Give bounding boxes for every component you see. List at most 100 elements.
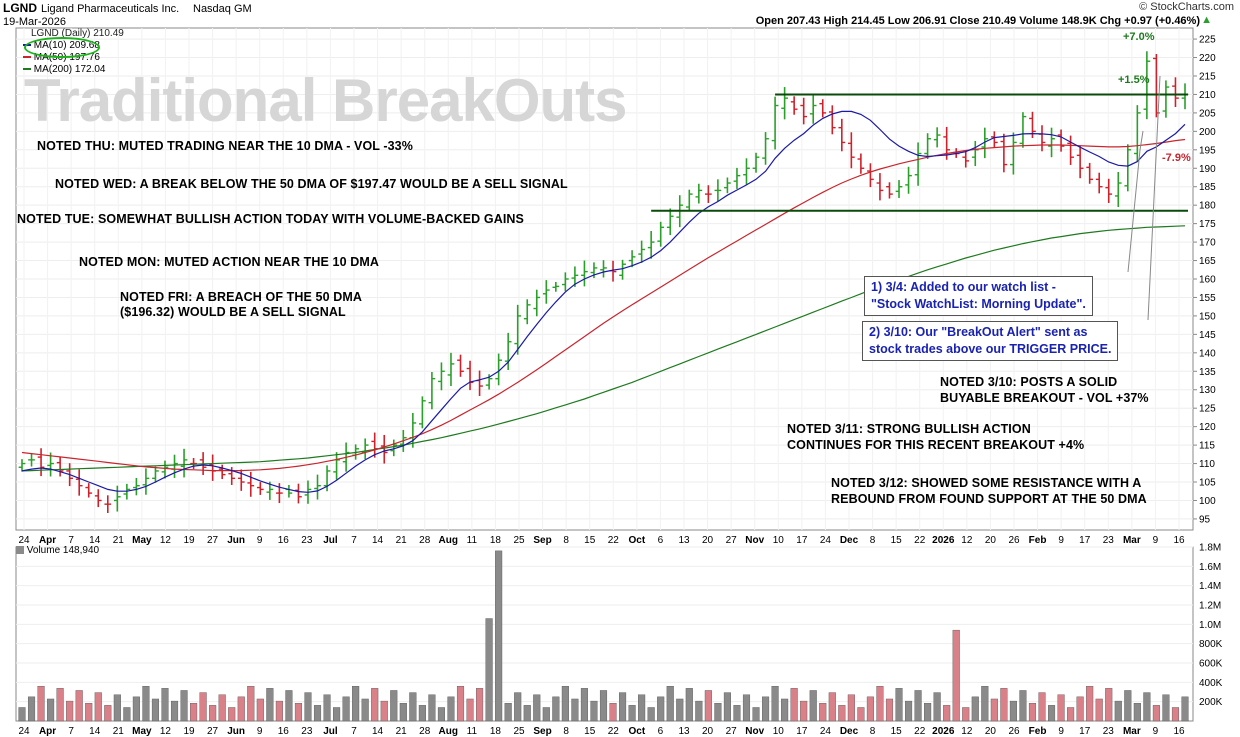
date-tick-label: 10 [773, 535, 785, 546]
volume-bar [962, 707, 970, 722]
date-tick-label: Nov [745, 535, 764, 546]
volume-bar [495, 550, 503, 722]
volume-date-tick-label: 15 [584, 726, 596, 737]
volume-bar [285, 690, 293, 722]
ma10-line [21, 110, 1186, 493]
volume-tick-label: 1.8M [1199, 543, 1221, 554]
ma10-highlight-circle [24, 37, 100, 58]
volume-swatch [16, 546, 24, 555]
volume-bar [390, 690, 398, 722]
volume-date-tick-label: 9 [1058, 726, 1064, 737]
volume-date-tick-label: 20 [702, 726, 714, 737]
volume-bar [361, 698, 369, 722]
date-tick-label: 24 [820, 535, 832, 546]
date-tick-label: 16 [1173, 535, 1185, 546]
volume-bar [418, 705, 426, 722]
volume-bar [1114, 700, 1122, 722]
date-tick-label: 8 [563, 535, 569, 546]
callout-alert-line2: stock trades above our TRIGGER PRICE. [869, 342, 1112, 356]
date-tick-label: 7 [351, 535, 357, 546]
volume-bar [180, 690, 188, 722]
volume-date-tick-label: Apr [39, 726, 56, 737]
volume-bar [1067, 707, 1075, 722]
price-tick-label: 95 [1199, 514, 1211, 525]
price-tick-label: 140 [1199, 348, 1216, 359]
volume-bar [809, 690, 817, 722]
volume-bar [628, 705, 636, 722]
volume-bar [1057, 694, 1065, 722]
volume-date-tick-label: 16 [1173, 726, 1185, 737]
volume-bar [161, 688, 169, 722]
volume-date-tick-label: 17 [796, 726, 808, 737]
date-tick-label: 23 [301, 535, 313, 546]
volume-bar [132, 696, 140, 722]
note-tue: NOTED TUE: SOMEWHAT BULLISH ACTION TODAY… [17, 212, 524, 226]
ma200-line [21, 225, 1186, 472]
volume-bar [209, 705, 217, 722]
volume-date-tick-label: 9 [1153, 726, 1159, 737]
ticker-symbol: LGND [3, 1, 37, 15]
volume-label: Volume 148,940 [16, 545, 99, 556]
note-thu: NOTED THU: MUTED TRADING NEAR THE 10 DMA… [37, 139, 413, 153]
volume-bar [1047, 705, 1056, 722]
date-tick-label: 15 [891, 535, 903, 546]
volume-date-tick-label: 26 [1008, 726, 1020, 737]
volume-bar [924, 703, 932, 722]
date-tick-label: Mar [1123, 535, 1141, 546]
date-tick-label: 9 [1153, 535, 1159, 546]
volume-bar [1171, 707, 1180, 722]
date-tick-label: Dec [840, 535, 859, 546]
price-tick-label: 130 [1199, 385, 1216, 396]
volume-date-tick-label: 17 [1079, 726, 1091, 737]
price-tick-label: 205 [1199, 108, 1216, 119]
volume-bar [733, 705, 741, 722]
volume-bar [599, 690, 608, 722]
volume-bar [781, 698, 789, 722]
price-tick-label: 145 [1199, 330, 1216, 341]
volume-bar [905, 700, 913, 722]
volume-bar [447, 696, 455, 722]
volume-tick-label: 1.2M [1199, 601, 1221, 612]
date-tick-label: Sep [533, 535, 551, 546]
volume-bar [723, 692, 731, 722]
date-tick-label: 8 [870, 535, 876, 546]
volume-bar [399, 703, 407, 722]
note-wed: NOTED WED: A BREAK BELOW THE 50 DMA OF $… [55, 177, 568, 191]
volume-bar [1162, 694, 1170, 722]
volume-bar [466, 698, 474, 722]
volume-bar [847, 694, 855, 722]
legend-price: LGND (Daily) 210.49 [31, 28, 124, 39]
volume-bar [190, 703, 198, 722]
volume-bar [666, 686, 674, 722]
date-tick-label: 15 [584, 535, 596, 546]
volume-date-tick-label: 23 [301, 726, 313, 737]
price-tick-label: 125 [1199, 404, 1216, 415]
volume-bar [571, 698, 579, 722]
date-tick-label: 12 [160, 535, 172, 546]
volume-date-tick-label: 27 [207, 726, 219, 737]
date-tick-label: 6 [658, 535, 664, 546]
volume-date-tick-label: 7 [351, 726, 357, 737]
volume-bar [504, 703, 512, 722]
volume-bar [428, 694, 436, 722]
date-tick-label: 12 [961, 535, 973, 546]
volume-bar [638, 694, 646, 722]
ma200-swatch [23, 68, 31, 71]
volume-date-tick-label: 25 [513, 726, 525, 737]
volume-bar [561, 686, 569, 722]
volume-tick-label: 400K [1199, 678, 1223, 689]
volume-bar [857, 707, 865, 722]
callout-watchlist-line1: 1) 3/4: Added to our watch list - [871, 280, 1056, 294]
volume-bar [142, 686, 150, 722]
volume-bar [333, 707, 341, 722]
volume-bar [485, 618, 493, 722]
date-tick-label: Aug [439, 535, 458, 546]
volume-date-tick-label: May [132, 726, 152, 737]
price-tick-label: 150 [1199, 311, 1216, 322]
volume-date-tick-label: 8 [870, 726, 876, 737]
volume-bar [590, 700, 598, 722]
price-tick-label: 190 [1199, 164, 1216, 175]
volume-bar [313, 705, 322, 722]
volume-bar [476, 688, 484, 722]
volume-date-tick-label: 21 [113, 726, 125, 737]
